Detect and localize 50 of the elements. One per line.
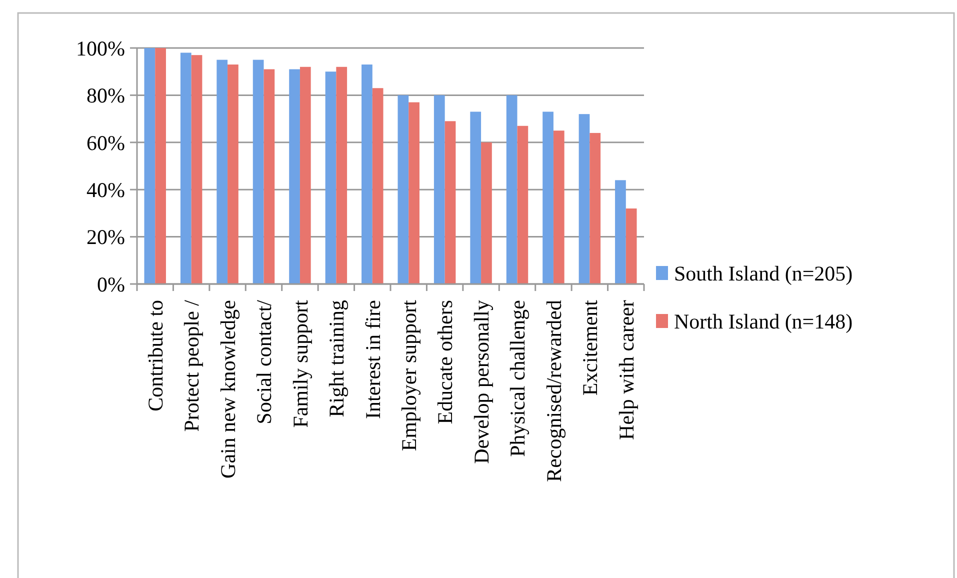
x-tick-label: Protect people / [180, 300, 204, 432]
bar [372, 88, 384, 284]
bar [517, 126, 528, 284]
x-tick-label: Social contact/ [252, 300, 276, 424]
bar [444, 121, 456, 284]
x-tick-label: Physical challenge [506, 300, 530, 457]
bar [155, 48, 166, 284]
y-tick-label: 60% [86, 130, 125, 155]
bar [553, 130, 564, 284]
x-tick-label: Help with career [614, 300, 638, 440]
bar [626, 208, 637, 284]
y-tick-label: 40% [86, 178, 125, 202]
bar [252, 60, 264, 284]
bar [434, 95, 445, 284]
bar [264, 69, 275, 284]
x-tick-label: Interest in fire [360, 300, 385, 419]
bar [216, 60, 228, 284]
x-tick-label: Recognised/rewarded [542, 300, 566, 482]
x-tick-label: Employer support [396, 300, 421, 452]
bar [542, 112, 554, 284]
bar [300, 66, 311, 284]
bar [289, 69, 300, 284]
bar [191, 55, 202, 284]
x-tick-label: Contribute to [143, 300, 168, 412]
x-tick-label: Develop personally [469, 300, 494, 464]
bar [615, 180, 626, 284]
bar [590, 132, 601, 284]
bar [325, 72, 336, 284]
y-tick-label: 100% [76, 36, 125, 60]
x-tick-label: Educate others [433, 300, 458, 424]
legend-label: North Island (n=148) [674, 309, 853, 334]
legend-label: South Island (n=205) [674, 261, 853, 286]
bar [336, 66, 348, 284]
bar [408, 102, 420, 284]
bar [470, 112, 482, 284]
x-tick-label: Family support [288, 300, 312, 428]
bar [578, 114, 590, 284]
bar [228, 64, 238, 284]
bar [398, 95, 409, 284]
x-tick-label: Gain new knowledge [216, 300, 240, 478]
bar [180, 52, 192, 284]
bar [144, 48, 156, 284]
y-tick-label: 80% [86, 84, 125, 108]
bar [506, 95, 518, 284]
x-tick-label: Excitement [578, 300, 602, 396]
y-tick-label: 20% [86, 225, 125, 250]
y-tick-label: 0% [97, 272, 125, 296]
bar [362, 64, 372, 284]
x-tick-label: Right training [324, 300, 349, 418]
bar [481, 142, 492, 284]
